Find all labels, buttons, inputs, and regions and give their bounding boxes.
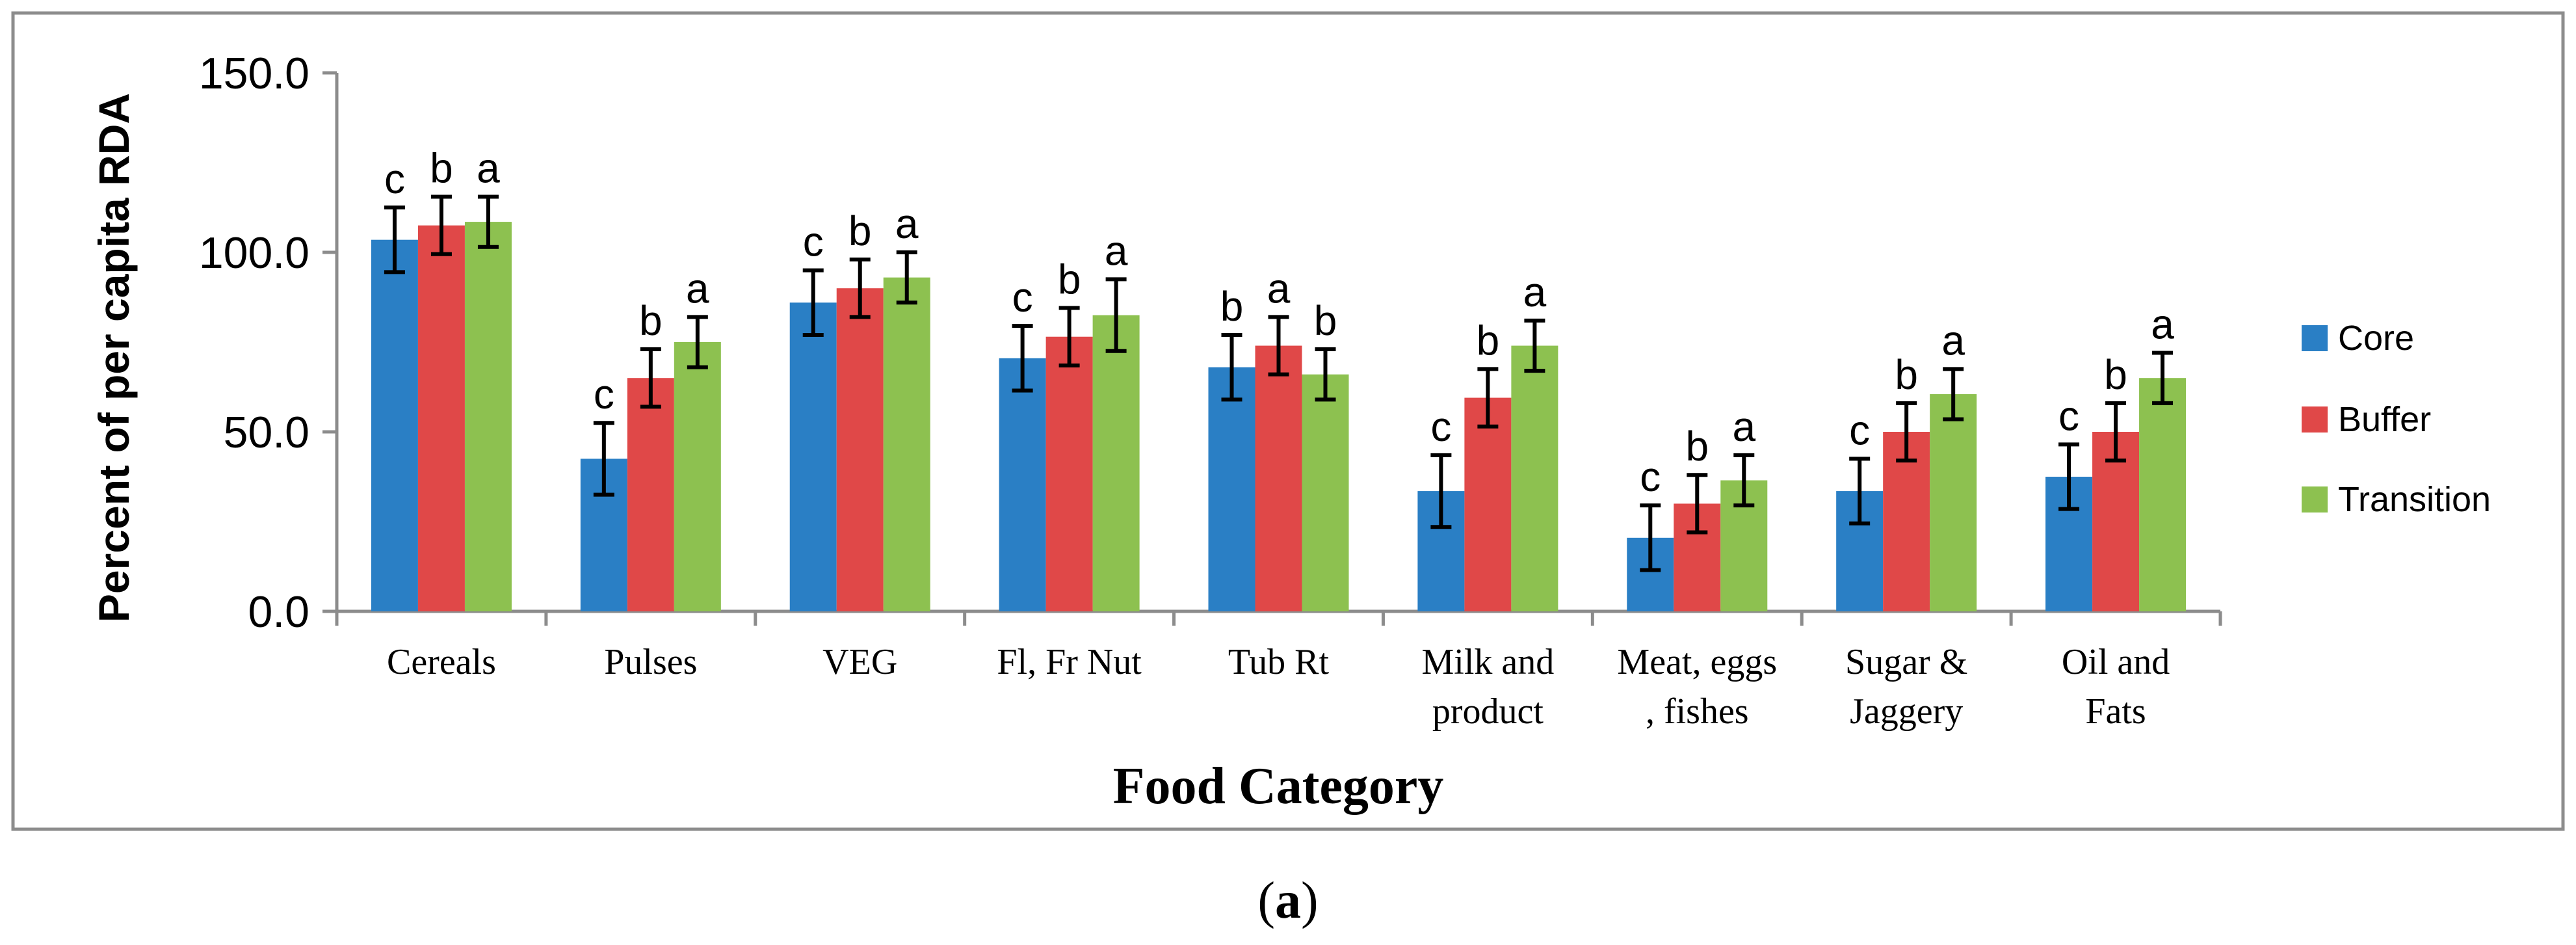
x-tick-label: Pulses <box>604 642 697 682</box>
x-tick-label: Oil and <box>2062 642 2170 682</box>
figure-caption: (a) <box>0 872 2576 931</box>
bar-buffer <box>417 225 465 612</box>
x-tick-label: Fats <box>2085 691 2146 732</box>
bar-core <box>371 239 418 611</box>
significance-label: b <box>1314 297 1337 344</box>
significance-label: a <box>1105 227 1128 274</box>
y-axis-title: Percent of per capita RDA <box>90 93 138 622</box>
bar-core <box>789 302 837 611</box>
legend-label-transition: Transition <box>2338 480 2491 519</box>
x-tick-label: Meat, eggs <box>1617 642 1777 682</box>
legend-label-core: Core <box>2338 319 2414 358</box>
x-tick-label: Sugar & <box>1845 642 1967 682</box>
significance-label: a <box>895 200 919 247</box>
bar-buffer <box>1255 345 1302 611</box>
legend-label-buffer: Buffer <box>2338 400 2431 439</box>
bar-transition <box>1930 394 1977 611</box>
y-tick-label: 100.0 <box>199 228 309 278</box>
x-tick-label: Milk and <box>1422 642 1555 682</box>
significance-label: b <box>1058 256 1081 303</box>
significance-label: b <box>430 144 453 191</box>
bar-buffer <box>836 288 884 611</box>
x-tick-label: Cereals <box>387 642 496 682</box>
caption-open: ( <box>1257 872 1275 929</box>
significance-label: a <box>2151 301 2174 348</box>
bar-transition <box>1092 315 1140 611</box>
bar-transition <box>2139 378 2187 611</box>
x-axis-title: Food Category <box>1113 758 1444 815</box>
significance-label: c <box>803 219 824 265</box>
legend-swatch-buffer <box>2302 406 2328 433</box>
legend: Core Buffer Transition <box>2302 319 2491 519</box>
significance-label: a <box>1941 317 1965 364</box>
legend-swatch-transition <box>2302 486 2328 512</box>
significance-label: b <box>1220 283 1244 330</box>
significance-label: c <box>1640 453 1661 500</box>
bar-buffer <box>1045 336 1093 611</box>
significance-label: c <box>1849 406 1870 453</box>
y-tick-label: 0.0 <box>248 587 309 637</box>
caption-close: ) <box>1301 872 1319 929</box>
significance-label: b <box>639 297 663 344</box>
x-tick-label: Jaggery <box>1850 691 1963 732</box>
x-tick-label: Fl, Fr Nut <box>997 642 1142 682</box>
bar-core <box>1208 367 1255 611</box>
significance-label: a <box>477 144 500 191</box>
bar-buffer <box>627 378 674 611</box>
significance-label: c <box>2058 392 2079 439</box>
significance-label: a <box>1732 403 1755 450</box>
significance-label: c <box>1430 403 1451 450</box>
bar-transition <box>883 277 930 611</box>
bar-core <box>999 358 1046 611</box>
chart-frame: Percent of per capita RDA Food Category … <box>11 11 2565 929</box>
x-tick-label: , fishes <box>1646 691 1749 732</box>
significance-label: b <box>848 207 872 254</box>
x-tick-label: VEG <box>822 642 897 682</box>
y-tick-label: 50.0 <box>224 408 309 457</box>
significance-label: c <box>1012 274 1033 321</box>
significance-label: b <box>1477 317 1500 364</box>
legend-swatch-core <box>2302 325 2328 351</box>
bar-transition <box>674 342 721 611</box>
chart-border <box>11 11 2565 831</box>
significance-label: b <box>1685 423 1709 470</box>
significance-label: c <box>594 371 614 418</box>
significance-label: a <box>1267 265 1291 312</box>
y-tick-label: 150.0 <box>199 49 309 98</box>
significance-label: a <box>686 265 709 312</box>
significance-label: b <box>2104 351 2127 398</box>
significance-label: c <box>384 155 405 202</box>
bar-buffer <box>1464 397 1512 611</box>
significance-label: a <box>1523 269 1547 315</box>
bar-transition <box>1302 374 1349 611</box>
bar-chart: Percent of per capita RDA Food Category … <box>11 11 2565 831</box>
significance-label: b <box>1895 351 1918 398</box>
bar-transition <box>1511 345 1558 611</box>
bar-transition <box>464 222 512 612</box>
caption-letter: a <box>1275 872 1301 929</box>
x-tick-label: Tub Rt <box>1228 642 1330 682</box>
x-tick-label: product <box>1432 691 1544 732</box>
